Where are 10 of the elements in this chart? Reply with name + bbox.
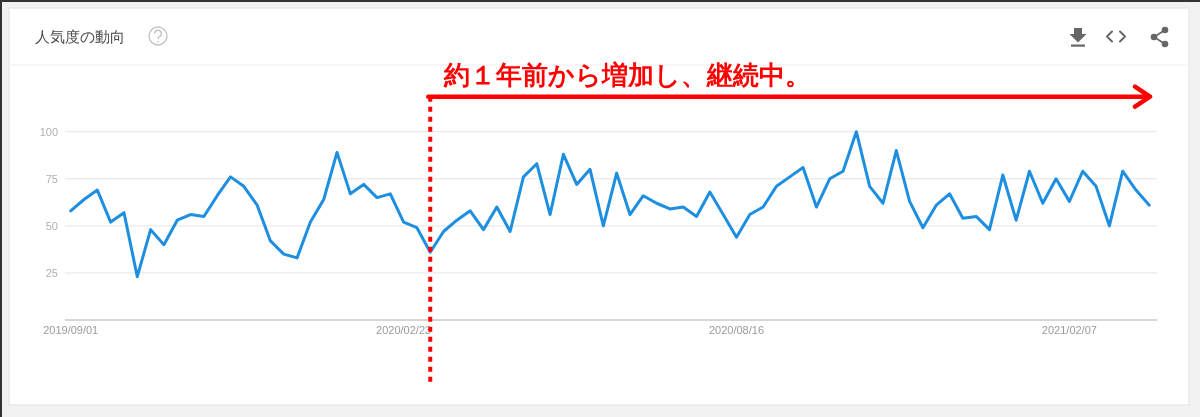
ref-line-label: 約１年前から増加し、継続中。 xyxy=(444,59,812,90)
y-tick-label: 50 xyxy=(45,219,58,232)
y-tick-label: 75 xyxy=(45,172,58,185)
x-tick-label: 2020/02/23 xyxy=(376,324,432,336)
title: 人気度の動向 xyxy=(35,28,125,45)
x-tick-label: 2019/09/01 xyxy=(43,324,99,336)
y-tick-label: 100 xyxy=(39,125,58,138)
x-tick-label: 2021/02/07 xyxy=(1041,324,1097,336)
x-tick-label: 2020/08/16 xyxy=(708,324,765,336)
y-tick-label: 25 xyxy=(45,266,58,279)
